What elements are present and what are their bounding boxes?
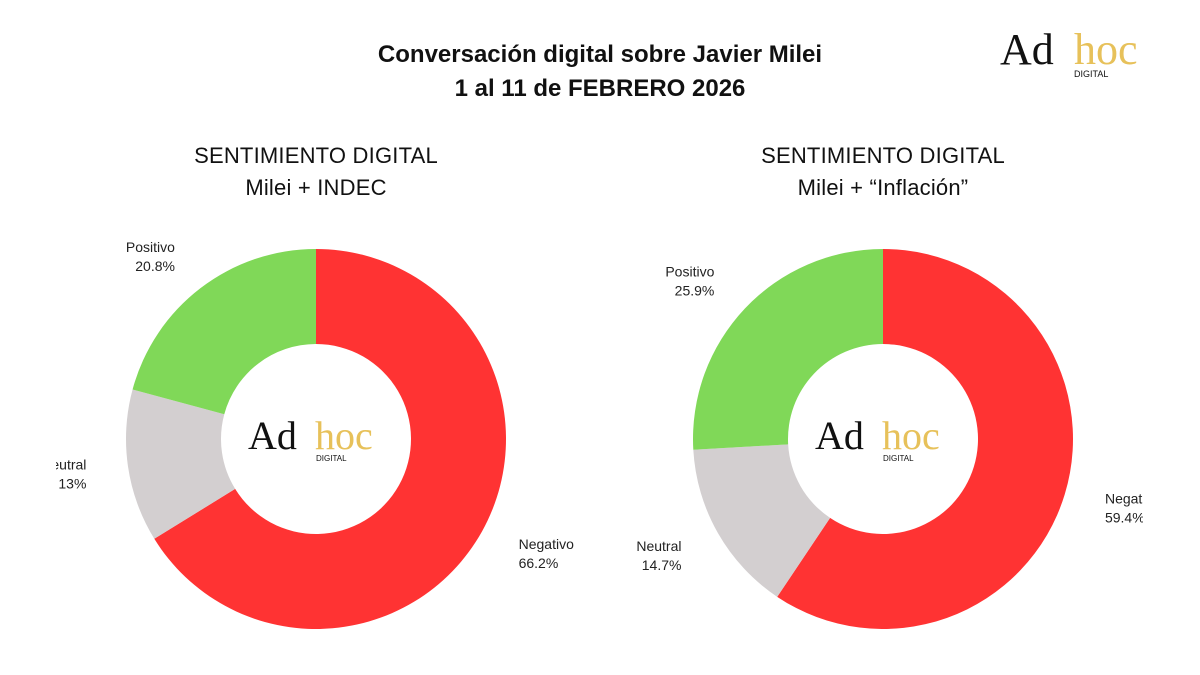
- donut-chart: Negativo 59.4% Neutral 14.7% Positivo 25.9% Ad…: [636, 249, 1143, 629]
- chart-title: SENTIMIENTO DIGITAL Milei + INDEC: [56, 140, 576, 204]
- center-logo-subtitle: DIGITAL: [316, 454, 347, 463]
- page-title: Conversación digital sobre Javier Milei …: [0, 38, 1200, 106]
- slice-label-positivo: Positivo: [126, 239, 175, 255]
- slice-label-neutral: Neutral: [636, 538, 681, 554]
- slice-value-negativo: 66.2%: [519, 555, 559, 571]
- slice-label-negativo: Negativo: [1105, 491, 1143, 507]
- adhoc-logo: Ad hoc DIGITAL: [1000, 25, 1138, 79]
- slice-neutral: [126, 389, 236, 539]
- slice-neutral: [693, 444, 831, 597]
- title-line-1: Conversación digital sobre Javier Milei: [377, 41, 823, 68]
- slice-negativo: [154, 249, 507, 629]
- donut-chart: Negativo 66.2% Neutral 13% Positivo 20.8% Adho…: [56, 239, 574, 629]
- slice-positivo: [132, 249, 316, 415]
- slice-negativo: [777, 249, 1073, 629]
- chart-title-line: SENTIMIENTO DIGITAL: [194, 143, 438, 168]
- chart-title-line: SENTIMIENTO DIGITAL: [761, 143, 1005, 168]
- slice-label-negativo: Negativo: [519, 536, 574, 552]
- logo-word-ad: Ad: [1000, 25, 1054, 74]
- slice-label-positivo: Positivo: [665, 264, 714, 280]
- center-logo-word-ad: Ad: [815, 413, 864, 458]
- chart-subtitle-line: Milei + “Inflación”: [797, 175, 969, 200]
- logo-word-hoc: hoc: [1074, 25, 1138, 74]
- slice-value-neutral: 14.7%: [642, 557, 682, 573]
- title-line-2: 1 al 11 de FEBRERO 2026: [454, 75, 746, 102]
- slice-label-neutral: Neutral: [56, 456, 86, 472]
- slice-value-negativo: 59.4%: [1105, 510, 1143, 526]
- center-logo-subtitle: DIGITAL: [883, 454, 914, 463]
- center-logo-word-hoc: hoc: [882, 413, 940, 458]
- center-logo-word-ad: Ad: [248, 413, 297, 458]
- slice-value-neutral: 13%: [58, 475, 86, 491]
- logo-subtitle: DIGITAL: [1074, 69, 1108, 79]
- chart-milei-inflacion: SENTIMIENTO DIGITAL Milei + “Inflación” …: [623, 140, 1143, 650]
- chart-title: SENTIMIENTO DIGITAL Milei + “Inflación”: [623, 140, 1143, 204]
- slice-value-positivo: 20.8%: [135, 258, 175, 274]
- center-logo-word-hoc: hoc: [315, 413, 373, 458]
- slice-value-positivo: 25.9%: [675, 283, 715, 299]
- chart-subtitle-line: Milei + INDEC: [245, 175, 387, 200]
- chart-milei-indec: SENTIMIENTO DIGITAL Milei + INDEC Negati…: [56, 140, 576, 650]
- slice-positivo: [693, 249, 883, 450]
